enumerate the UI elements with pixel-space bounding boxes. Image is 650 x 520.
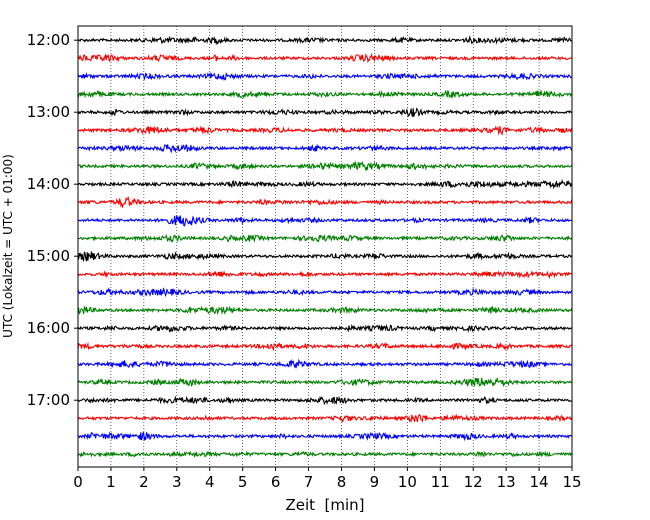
seismogram-trace [77, 377, 573, 388]
seismogram-trace [77, 323, 573, 333]
x-tick-label: 8 [337, 473, 347, 491]
x-tick-label: 7 [304, 473, 314, 491]
x-tick-label: 3 [172, 473, 182, 491]
trace-group [77, 35, 573, 459]
x-tick-label: 2 [139, 473, 149, 491]
x-tick-label: 1 [106, 473, 116, 491]
seismogram-trace [77, 125, 573, 136]
plot-frame [77, 25, 573, 468]
seismogram-trace [77, 251, 573, 263]
seismogram-trace [77, 71, 572, 81]
x-tick-label: 10 [398, 473, 417, 491]
x-tick-label: 6 [271, 473, 281, 491]
y-tick-label: 15:00 [27, 247, 70, 265]
x-axis-label: Zeit [min] [285, 496, 364, 514]
seismogram-trace [77, 269, 573, 280]
seismogram-trace [77, 52, 573, 64]
seismogram-trace [77, 160, 573, 172]
x-tick-label: 13 [497, 473, 516, 491]
x-tick-label: 15 [562, 473, 581, 491]
seismogram-trace [77, 358, 573, 369]
y-tick-label: 13:00 [27, 103, 70, 121]
seismogram-trace [77, 195, 573, 209]
seismogram-trace [77, 143, 573, 154]
x-tick-label: 5 [238, 473, 248, 491]
seismogram-trace [77, 89, 573, 100]
x-tick-label: 4 [205, 473, 215, 491]
y-axis-label: UTC (Lokalzeit = UTC + 01:00) [1, 154, 15, 338]
plot-background [78, 26, 572, 467]
seismogram-trace [77, 233, 573, 243]
y-axis: 12:00 13:00 14:00 15:00 16:00 17:00 [27, 31, 78, 409]
y-tick-label: 17:00 [27, 391, 70, 409]
seismogram-trace [77, 413, 573, 423]
seismogram-trace [77, 450, 573, 459]
x-axis: 0 1 2 3 4 5 6 7 8 9 10 11 12 13 14 15 [73, 467, 582, 491]
x-tick-label: 12 [464, 473, 483, 491]
seismogram-trace [77, 341, 573, 352]
x-tick-label: 14 [530, 473, 549, 491]
x-tick-label: 11 [431, 473, 450, 491]
seismogram-trace [77, 395, 573, 406]
seismogram-trace [77, 431, 573, 442]
seismogram-trace [77, 305, 573, 316]
y-tick-label: 16:00 [27, 319, 70, 337]
seismogram-trace [77, 215, 573, 227]
seismogram-trace [77, 35, 573, 46]
y-tick-label: 12:00 [27, 31, 70, 49]
seismogram-trace [77, 178, 573, 190]
x-tick-label: 0 [73, 473, 83, 491]
seismogram-trace [77, 107, 573, 118]
x-tick-label: 9 [370, 473, 380, 491]
y-tick-label: 14:00 [27, 175, 70, 193]
seismogram-trace [77, 287, 573, 298]
